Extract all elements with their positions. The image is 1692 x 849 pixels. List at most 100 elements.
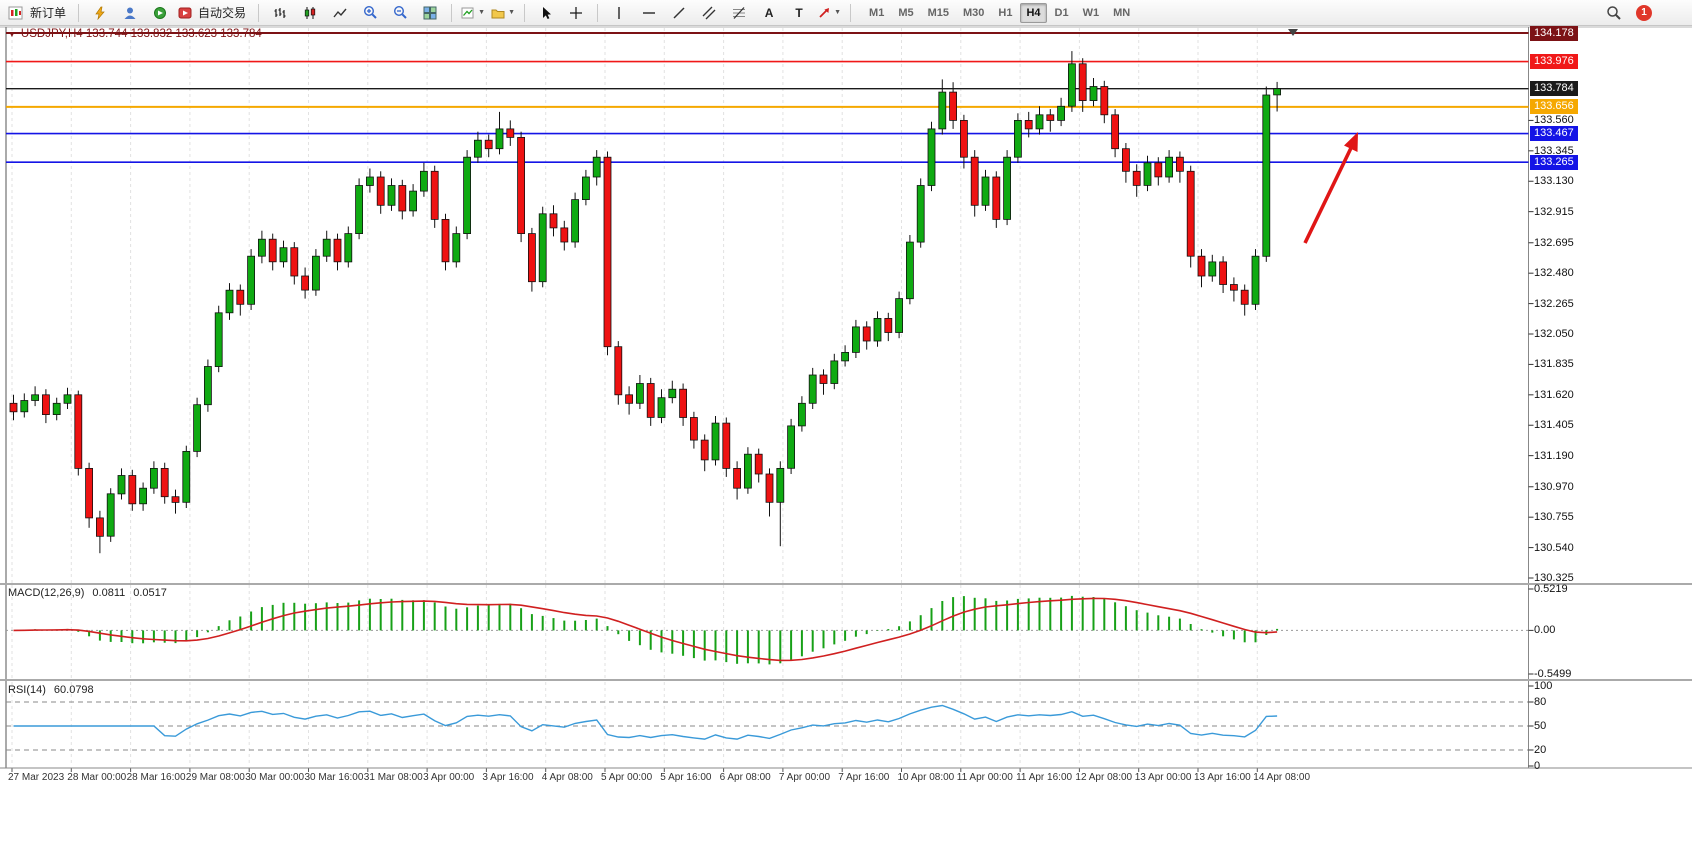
chart-title-text: USDJPY,H4 133.744 133.832 133.623 133.78… — [20, 28, 262, 40]
timeframe-m1-button[interactable]: M1 — [869, 6, 885, 19]
toolbar-right-group: 1 — [1600, 2, 1686, 24]
text-tool-icon: A — [764, 5, 774, 20]
new-order-button[interactable]: 新订单 — [6, 2, 71, 24]
price-line-label: 134.178 — [1530, 25, 1578, 41]
separator — [597, 3, 599, 22]
timeframe-m30-button[interactable]: M30 — [963, 6, 985, 19]
axis-label: 130.755 — [1534, 511, 1574, 524]
horizontal-line-icon — [643, 11, 656, 14]
arrow-annotation-head[interactable] — [1344, 132, 1358, 152]
macd-signal-value: 0.0517 — [133, 587, 167, 599]
trendline-tool-button[interactable] — [665, 2, 693, 24]
zoom-out-button[interactable] — [386, 2, 414, 24]
label-tool-button[interactable]: T — [785, 2, 813, 24]
separator — [78, 3, 80, 22]
time-axis-label: 7 Apr 16:00 — [838, 772, 890, 783]
arrow-annotation[interactable] — [1303, 147, 1353, 244]
axis-label: 131.405 — [1534, 419, 1574, 432]
time-axis[interactable]: 27 Mar 2023 28 Mar 00:00 28 Mar 16:00 29 Ma… — [0, 768, 1529, 794]
price-line-label: 133.656 — [1530, 99, 1578, 115]
line-chart-button[interactable] — [326, 2, 354, 24]
axis-label: 133.130 — [1534, 175, 1574, 188]
timeframe-d1-button[interactable]: D1 — [1054, 6, 1069, 19]
label-tool-icon: T — [795, 5, 803, 20]
dropdown-caret-icon: ▼ — [508, 9, 515, 16]
timeframe-w1-button[interactable]: W1 — [1082, 6, 1100, 19]
timeframe-h1-button[interactable]: H1 — [998, 6, 1013, 19]
time-axis-label: 28 Mar 16:00 — [126, 772, 186, 783]
time-axis-label: 30 Mar 00:00 — [245, 772, 305, 783]
rsi-value: 60.0798 — [53, 684, 94, 696]
profiles-icon — [491, 9, 505, 18]
horizontal-line-tool-button[interactable] — [635, 2, 663, 24]
tile-windows-button[interactable] — [416, 2, 444, 24]
time-axis-label: 4 Apr 08:00 — [541, 772, 593, 783]
time-axis-label: 11 Apr 16:00 — [1016, 772, 1073, 783]
separator — [451, 3, 453, 22]
fibonacci-tool-button[interactable] — [725, 2, 753, 24]
axis-label: 100 — [1534, 680, 1553, 692]
axis-label: 132.695 — [1534, 236, 1574, 249]
chart-shift-marker-icon[interactable] — [1288, 29, 1298, 36]
new-order-label: 新订单 — [30, 6, 67, 20]
arrow-tool-icon — [819, 7, 830, 18]
price-line-label: 133.976 — [1530, 54, 1578, 70]
axis-label: 0 — [1534, 760, 1541, 772]
price-axis[interactable]: 134.178 133.976 133.784 133.656 133.467 133.2… — [1529, 25, 1692, 794]
axis-label: 130.325 — [1534, 572, 1574, 584]
crosshair-button[interactable] — [562, 2, 590, 24]
axis-label: 132.050 — [1534, 328, 1574, 340]
macd-main-value: 0.0811 — [92, 587, 126, 599]
axis-label: 132.265 — [1534, 297, 1574, 310]
channel-tool-button[interactable] — [695, 2, 723, 24]
timeframe-h4-button[interactable]: H4 — [1020, 2, 1047, 23]
text-tool-button[interactable]: A — [755, 2, 783, 24]
axis-label: 131.835 — [1534, 358, 1574, 371]
time-axis-label: 30 Mar 16:00 — [304, 772, 364, 783]
chart-area[interactable]: ▼ USDJPY,H4 133.744 133.832 133.623 133.… — [0, 25, 1692, 849]
symbol-marker-icon: ▼ — [8, 29, 16, 39]
vertical-line-tool-button[interactable] — [605, 2, 633, 24]
rsi-title: RSI(14) 60.0798 — [8, 684, 94, 696]
rsi-line — [13, 704, 1278, 740]
arrows-tool-button[interactable]: ▼ — [815, 2, 843, 24]
axis-label: 133.560 — [1534, 114, 1574, 127]
rsi-label: RSI(14) — [8, 684, 46, 696]
zoom-in-button[interactable] — [356, 2, 384, 24]
time-axis-label: 3 Apr 00:00 — [423, 772, 475, 783]
time-axis-label: 14 Apr 08:00 — [1253, 772, 1311, 783]
toolbar: 新订单 自动交易 ▼ ▼ — [0, 0, 1692, 26]
time-axis-label: 31 Mar 08:00 — [363, 772, 423, 783]
chart-canvas[interactable] — [0, 26, 1692, 849]
cursor-button[interactable] — [532, 2, 560, 24]
candlestick-chart-button[interactable] — [296, 2, 324, 24]
search-button[interactable] — [1600, 2, 1628, 24]
time-axis-label: 13 Apr 00:00 — [1134, 772, 1192, 783]
axis-label: 132.915 — [1534, 205, 1574, 218]
axis-label: 80 — [1534, 696, 1547, 708]
navigator-button[interactable] — [116, 2, 144, 24]
time-axis-label: 28 Mar 00:00 — [67, 772, 127, 783]
axis-label: 131.620 — [1534, 388, 1574, 401]
bar-chart-icon — [274, 7, 286, 18]
globe-icon — [154, 6, 167, 19]
timeframe-m15-button[interactable]: M15 — [927, 6, 949, 19]
timeframe-toolbar: M1 M5 M15 M30 H1 H4 D1 W1 MN — [862, 2, 1137, 23]
auto-trading-button[interactable]: 自动交易 — [176, 2, 251, 24]
search-icon — [1607, 5, 1621, 20]
bar-chart-button[interactable] — [266, 2, 294, 24]
time-axis-label: 5 Apr 16:00 — [660, 772, 712, 783]
profiles-button[interactable]: ▼ — [489, 2, 517, 24]
axis-label: 132.480 — [1534, 267, 1574, 280]
market-watch-button[interactable] — [86, 2, 114, 24]
crosshair-icon — [570, 6, 583, 19]
terminal-button[interactable] — [146, 2, 174, 24]
time-axis-label: 11 Apr 00:00 — [956, 772, 1013, 783]
axis-label: 0.5219 — [1534, 583, 1568, 595]
candlestick-series — [9, 51, 1281, 554]
macd-title: MACD(12,26,9) 0.0811 0.0517 — [8, 587, 167, 599]
new-chart-button[interactable]: ▼ — [459, 2, 487, 24]
notification-badge[interactable]: 1 — [1636, 4, 1652, 21]
timeframe-m5-button[interactable]: M5 — [898, 6, 914, 19]
timeframe-mn-button[interactable]: MN — [1113, 6, 1131, 19]
